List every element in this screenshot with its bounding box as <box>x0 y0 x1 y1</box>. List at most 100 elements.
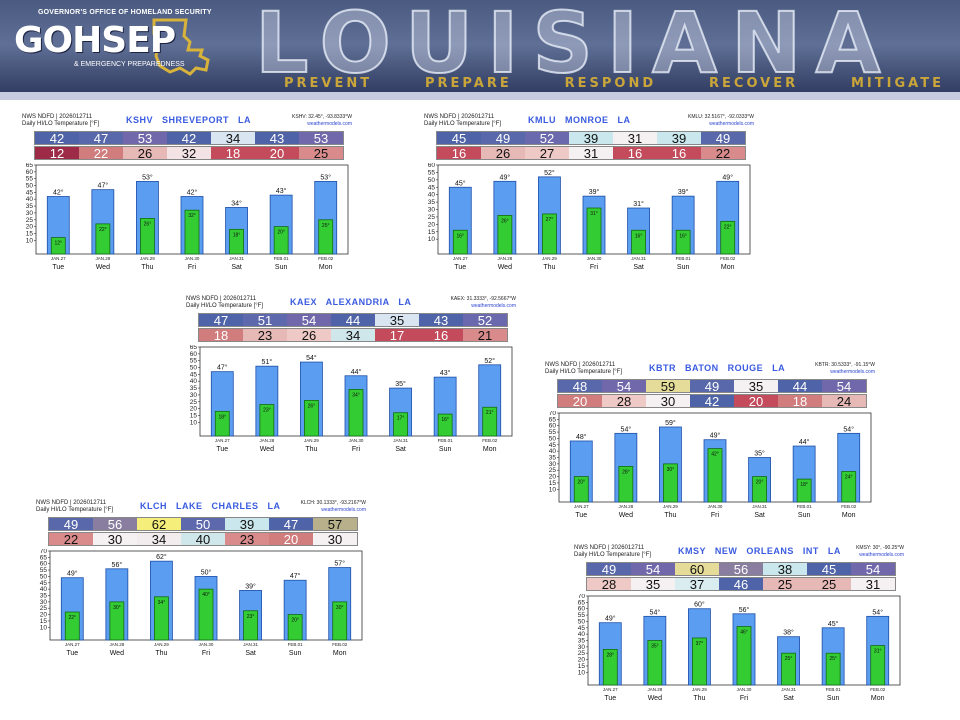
day-label: Sat <box>783 695 794 702</box>
y-tick-label: 55 <box>549 429 557 436</box>
y-tick-label: 15 <box>26 230 34 237</box>
hi-temp-label: 54° <box>621 425 632 433</box>
lo-temp-bar <box>273 226 289 255</box>
lo-temp-cell: 46 <box>719 577 763 592</box>
date-label: JAN.27 <box>215 438 230 443</box>
y-tick-label: 40 <box>578 631 586 638</box>
station-panel: NWS NDFD | 2026012711 Daily HI/LO Tempera… <box>186 296 516 454</box>
date-label: JAN.30 <box>349 438 364 443</box>
hi-temp-label: 56° <box>112 561 123 569</box>
hi-temp-label: 43° <box>440 369 451 377</box>
lo-temp-bar <box>393 412 408 437</box>
day-label: Wed <box>648 695 662 702</box>
date-label: FEB.02 <box>482 438 498 443</box>
hi-temp-label: 31° <box>633 200 644 208</box>
hi-temp-cell: 35 <box>375 313 419 328</box>
coords-text: KAEX: 31.3333°, -92.5667°W <box>450 296 516 302</box>
hi-temp-cell: 59 <box>646 379 690 394</box>
source-line-1: NWS NDFD | 2026012711 <box>36 500 107 506</box>
y-tick-label: 25 <box>26 217 34 224</box>
hi-temp-cell: 34 <box>211 131 255 146</box>
date-label: JAN.28 <box>647 687 662 692</box>
lo-temp-label: 18° <box>233 232 241 238</box>
lo-temp-label: 22° <box>69 615 77 621</box>
y-tick-label: 60 <box>549 423 557 430</box>
hi-temp-label: 49° <box>67 570 78 578</box>
hi-temp-label: 54° <box>843 425 854 433</box>
y-tick-label: 10 <box>549 486 557 493</box>
lo-temp-bar <box>437 413 453 437</box>
y-tick-label: 65 <box>549 416 557 423</box>
tagline-prepare: PREPARE <box>425 76 512 91</box>
lo-temp-bar <box>318 219 334 255</box>
lo-temp-bar <box>64 611 80 641</box>
hi-temp-cell: 52 <box>525 131 569 146</box>
hi-temp-cell: 49 <box>701 131 745 146</box>
y-tick-label: 25 <box>190 399 198 406</box>
date-label: FEB.02 <box>841 504 857 509</box>
lo-temp-row: 22 30 34 40 23 20 30 <box>48 532 358 547</box>
lo-temp-bar <box>796 478 812 503</box>
day-label: Tue <box>52 264 64 271</box>
day-label: Mon <box>871 695 885 702</box>
hi-temp-cell: 48 <box>558 379 602 394</box>
station-coords: KSHV: 32.45°, -93.8333°W weathermodels.co… <box>292 114 352 128</box>
day-label: Fri <box>711 512 720 519</box>
hi-temp-label: 48° <box>576 433 587 441</box>
y-tick-label: 45 <box>578 625 586 632</box>
y-tick-label: 15 <box>428 229 436 236</box>
lo-temp-bar <box>542 213 557 255</box>
lo-temp-bar <box>243 610 258 641</box>
date-label: FEB.01 <box>676 256 692 261</box>
lo-temp-label: 37° <box>696 641 704 647</box>
station-coords: KBTR: 30.5333°, -91.15°W weathermodels.co… <box>815 362 875 376</box>
header-banner: LOUISIANA PREVENT PREPARE RESPOND RECOVE… <box>0 0 960 100</box>
date-label: JAN.27 <box>453 256 468 261</box>
station-title: KMSY NEW ORLEANS INT LA <box>678 546 841 556</box>
lo-temp-label: 30° <box>113 605 121 611</box>
coords-text: KMSY: 30°, -90.25°W <box>856 545 904 551</box>
lo-temp-row: 16 26 27 31 16 16 22 <box>436 146 746 161</box>
day-label: Wed <box>110 650 124 657</box>
coords-text: KBTR: 30.5333°, -91.15°W <box>815 362 875 368</box>
date-label: JAN.27 <box>574 504 589 509</box>
hi-temp-row: 48 54 59 49 35 44 54 <box>557 379 867 394</box>
hi-temp-label: 54° <box>650 608 661 616</box>
date-label: FEB.02 <box>318 256 334 261</box>
lo-temp-label: 25° <box>785 656 793 662</box>
tagline-prevent: PREVENT <box>284 76 373 91</box>
lo-temp-bar <box>452 229 468 255</box>
y-tick-label: 40 <box>190 378 198 385</box>
hi-temp-cell: 54 <box>287 313 331 328</box>
lo-temp-row: 18 23 26 34 17 16 21 <box>198 328 508 343</box>
hi-temp-label: 35° <box>754 450 765 458</box>
banner-divider <box>0 92 960 100</box>
lo-temp-cell: 12 <box>35 146 79 161</box>
lo-temp-label: 28° <box>622 469 630 475</box>
lo-temp-label: 20° <box>277 230 285 236</box>
day-label: Mon <box>483 446 497 453</box>
hi-temp-label: 62° <box>156 553 167 561</box>
y-tick-label: 55 <box>190 358 198 365</box>
lo-temp-cell: 25 <box>299 146 343 161</box>
date-label: FEB.01 <box>438 438 454 443</box>
lo-temp-cell: 26 <box>123 146 167 161</box>
lo-temp-cell: 22 <box>79 146 123 161</box>
hi-temp-cell: 39 <box>657 131 701 146</box>
source-line-2: Daily HI/LO Temperature [°F] <box>186 303 263 309</box>
hi-temp-cell: 54 <box>822 379 866 394</box>
panel-header: NWS NDFD | 2026012711 Daily HI/LO Tempera… <box>22 114 352 130</box>
lo-temp-cell: 18 <box>211 146 255 161</box>
date-label: FEB.01 <box>288 642 304 647</box>
lo-temp-cell: 23 <box>225 532 269 547</box>
hi-temp-label: 53° <box>320 173 331 181</box>
hi-temp-cell: 49 <box>690 379 734 394</box>
day-label: Sun <box>289 650 302 657</box>
y-tick-label: 15 <box>40 618 48 625</box>
y-tick-label: 50 <box>190 365 198 372</box>
lo-temp-cell: 31 <box>851 577 895 592</box>
day-label: Fri <box>740 695 749 702</box>
date-label: JAN.29 <box>692 687 707 692</box>
